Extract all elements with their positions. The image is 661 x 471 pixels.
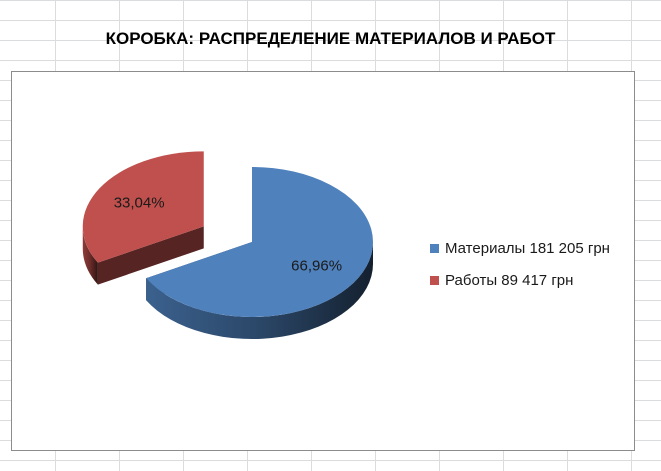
- legend-item-materials: Материалы 181 205 грн: [430, 238, 610, 258]
- pie-slice-1[interactable]: [82, 151, 204, 285]
- legend-swatch-works: [430, 275, 439, 285]
- chart-area[interactable]: 66,96% 33,04% Материалы 181 205 грн Работ…: [11, 71, 635, 451]
- pie-data-label-0: 66,96%: [291, 258, 342, 275]
- pie-slice-side: [82, 226, 98, 285]
- pie-chart: 66,96% 33,04%: [82, 151, 374, 339]
- pie-slice-0[interactable]: [146, 167, 374, 339]
- legend-label-materials: Материалы 181 205 грн: [445, 239, 610, 257]
- pie-slice-side: [146, 242, 373, 339]
- pie-data-label-1: 33,04%: [114, 195, 165, 212]
- legend-label-works: Работы 89 417 грн: [445, 271, 574, 289]
- pie-slice-top: [146, 167, 374, 317]
- legend-item-works: Работы 89 417 грн: [430, 270, 610, 290]
- pie-slice-top: [82, 151, 204, 263]
- legend-swatch-materials: [430, 243, 439, 253]
- pie-slice-cut-face: [97, 226, 204, 285]
- chart-title: КОРОБКА: РАСПРЕДЕЛЕНИЕ МАТЕРИАЛОВ И РАБО…: [105, 29, 556, 48]
- legend: Материалы 181 205 грн Работы 89 417 грн: [430, 238, 610, 302]
